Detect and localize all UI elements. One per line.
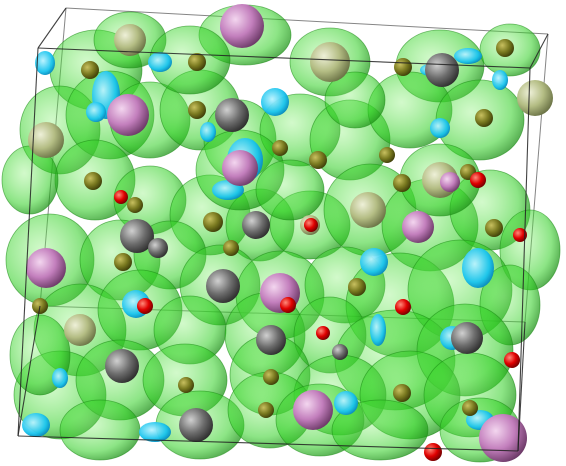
cell-edge: [37, 7, 67, 49]
atom-pink: [26, 248, 66, 288]
atom-red: [395, 299, 411, 315]
atom-pink: [220, 4, 264, 48]
atom-red: [114, 190, 128, 204]
cell-edge: [17, 435, 519, 452]
atom-pale-olive: [114, 24, 146, 56]
atom-pale-olive: [310, 42, 350, 82]
atom-gray: [120, 219, 154, 253]
isosurface-patch: [139, 422, 171, 442]
isosurface-patch: [86, 102, 106, 122]
atom-gray: [256, 325, 286, 355]
isosurface-patch: [35, 51, 55, 75]
atom-pale-olive: [350, 192, 386, 228]
atom-olive: [203, 212, 223, 232]
isosurface-lobe: [255, 159, 325, 221]
atom-red: [424, 443, 442, 461]
cell-edge: [517, 67, 531, 452]
cell-edge: [65, 7, 549, 35]
atom-olive: [188, 53, 206, 71]
atom-olive: [223, 240, 239, 256]
cell-edge: [17, 305, 41, 437]
isosurface-patch: [370, 314, 386, 346]
atom-gray: [332, 344, 348, 360]
atom-olive: [114, 253, 132, 271]
cell-edge: [529, 33, 549, 69]
atom-pale-olive: [28, 122, 64, 158]
atom-olive: [348, 278, 366, 296]
atom-gray: [451, 322, 483, 354]
atom-pink: [402, 211, 434, 243]
isosurface-patch: [52, 368, 68, 388]
isosurface-lobe: [324, 71, 386, 129]
isosurface-patch: [360, 248, 388, 276]
atom-olive: [84, 172, 102, 190]
isosurface-patch: [462, 248, 494, 288]
atom-gray: [242, 211, 270, 239]
isosurface-patch: [492, 70, 508, 90]
atom-pink: [222, 150, 258, 186]
atom-pale-olive: [517, 80, 553, 116]
atom-red: [470, 172, 486, 188]
atom-olive: [263, 369, 279, 385]
atom-pale-olive: [64, 314, 96, 346]
isosurface-patch: [261, 88, 289, 116]
atom-olive: [309, 151, 327, 169]
atom-olive: [393, 384, 411, 402]
atom-gray: [148, 238, 168, 258]
atom-red: [137, 298, 153, 314]
isosurface-patch: [22, 413, 50, 437]
atom-olive: [462, 400, 478, 416]
atoms-layer: [26, 4, 553, 462]
atom-olive: [272, 140, 288, 156]
atom-gray: [425, 53, 459, 87]
atom-gray: [105, 349, 139, 383]
atom-olive: [475, 109, 493, 127]
atom-red: [304, 218, 318, 232]
isosurface-lobe: [331, 399, 429, 461]
atom-pink: [440, 172, 460, 192]
atom-gray: [215, 98, 249, 132]
cell-edge: [37, 47, 531, 69]
atom-olive: [379, 147, 395, 163]
cell-edge: [17, 47, 39, 437]
atom-olive: [258, 402, 274, 418]
atom-red: [513, 228, 527, 242]
atom-red: [316, 326, 330, 340]
isosurface-patch: [454, 48, 482, 64]
atom-gray: [179, 408, 213, 442]
atom-olive: [393, 174, 411, 192]
cell-front-edges: [17, 7, 549, 452]
isosurface-patch: [148, 52, 172, 72]
atom-olive: [81, 61, 99, 79]
atom-olive: [496, 39, 514, 57]
isosurface-lobe: [59, 399, 141, 461]
atom-pink: [293, 390, 333, 430]
atom-red: [504, 352, 520, 368]
atom-olive: [394, 58, 412, 76]
isosurface-patch: [430, 118, 450, 138]
atom-red: [280, 297, 296, 313]
atom-olive: [485, 219, 503, 237]
atom-olive: [127, 197, 143, 213]
atom-olive: [178, 377, 194, 393]
cell-edge: [517, 321, 526, 452]
atom-olive: [188, 101, 206, 119]
isosurface-patch: [200, 122, 216, 142]
atom-gray: [206, 269, 240, 303]
atom-pink: [107, 94, 149, 136]
isosurface-patch: [334, 391, 358, 415]
